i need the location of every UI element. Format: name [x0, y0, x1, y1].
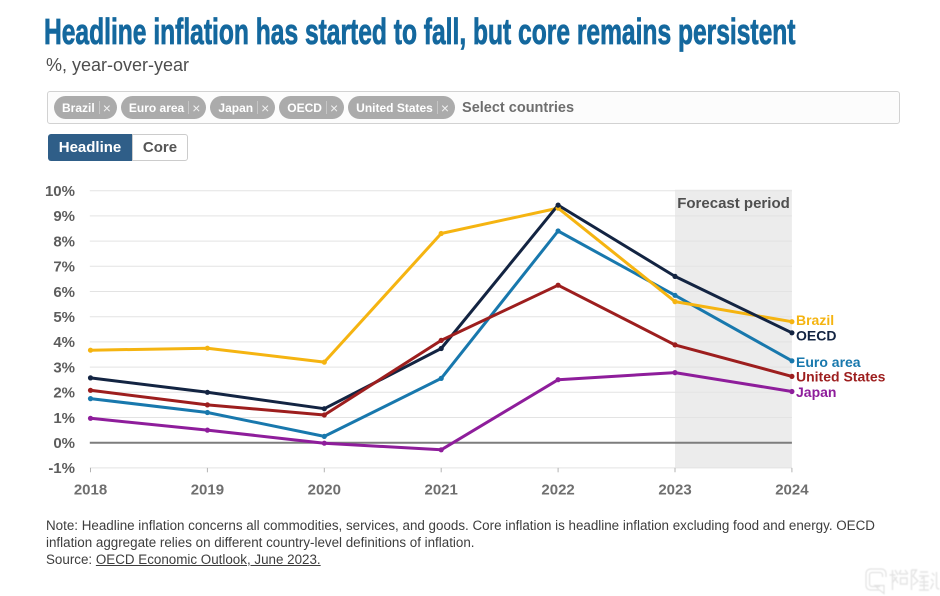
svg-text:2018: 2018: [74, 482, 107, 499]
svg-text:2021: 2021: [425, 482, 458, 499]
svg-text:OECD: OECD: [796, 327, 836, 343]
svg-text:Forecast period: Forecast period: [677, 195, 790, 212]
svg-text:7%: 7%: [53, 259, 75, 276]
svg-text:8%: 8%: [53, 233, 75, 250]
svg-text:3%: 3%: [53, 359, 75, 376]
svg-text:4%: 4%: [53, 334, 75, 351]
svg-text:2019: 2019: [191, 482, 224, 499]
svg-text:-1%: -1%: [48, 460, 75, 477]
svg-text:2022: 2022: [541, 482, 574, 499]
svg-text:2020: 2020: [308, 482, 341, 499]
svg-text:9%: 9%: [53, 208, 75, 225]
svg-text:Euro area: Euro area: [796, 354, 861, 370]
svg-text:2%: 2%: [53, 385, 75, 402]
svg-text:5%: 5%: [53, 309, 75, 326]
svg-text:United States: United States: [796, 369, 886, 385]
svg-text:2023: 2023: [658, 482, 691, 499]
svg-text:Brazil: Brazil: [796, 312, 834, 328]
svg-text:1%: 1%: [53, 410, 75, 427]
svg-text:2024: 2024: [775, 482, 809, 499]
svg-text:10%: 10%: [45, 183, 75, 200]
svg-text:6%: 6%: [53, 284, 75, 301]
svg-text:Japan: Japan: [796, 384, 836, 400]
svg-text:0%: 0%: [53, 435, 75, 452]
